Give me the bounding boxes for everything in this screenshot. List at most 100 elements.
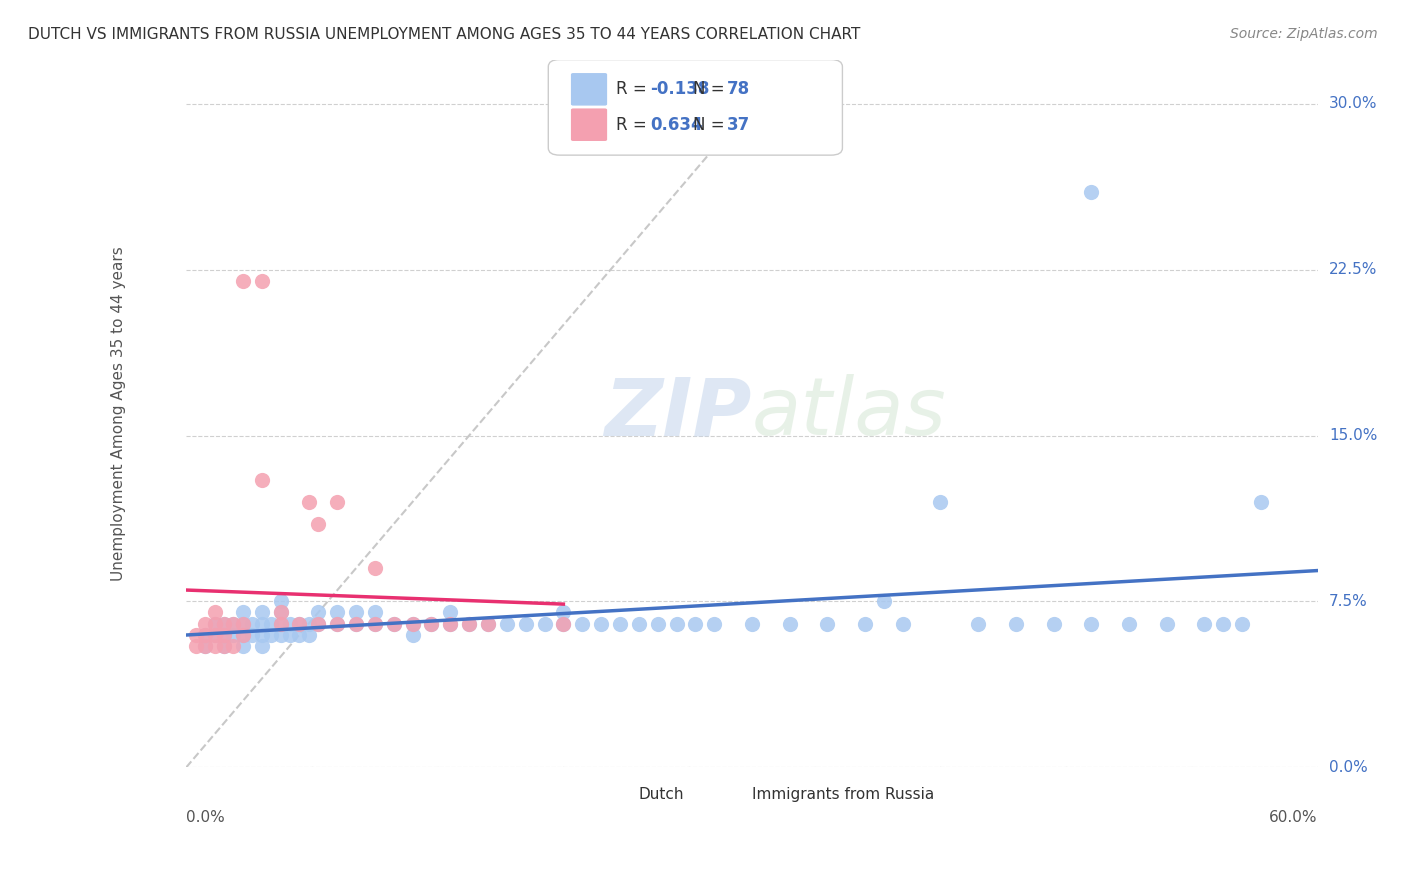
Point: [326, 495, 349, 509]
Point: [344, 616, 367, 631]
Point: [232, 627, 254, 641]
Point: [232, 606, 254, 620]
FancyBboxPatch shape: [548, 60, 842, 155]
Point: [439, 606, 461, 620]
Point: [364, 616, 387, 631]
Point: [184, 627, 207, 641]
Point: [815, 616, 838, 631]
Point: [364, 606, 387, 620]
Point: [553, 616, 575, 631]
Point: [1080, 616, 1102, 631]
Text: R =: R =: [616, 80, 652, 98]
Point: [232, 616, 254, 631]
Text: N =: N =: [693, 116, 730, 134]
Point: [270, 606, 292, 620]
Point: [204, 627, 226, 641]
Text: 30.0%: 30.0%: [1329, 96, 1378, 112]
Point: [401, 616, 423, 631]
Point: [222, 616, 245, 631]
Point: [1250, 495, 1272, 509]
Text: Dutch: Dutch: [638, 788, 685, 803]
FancyBboxPatch shape: [721, 782, 748, 807]
Point: [477, 616, 499, 631]
Text: 0.634: 0.634: [650, 116, 703, 134]
Point: [647, 616, 669, 631]
Point: [665, 616, 688, 631]
Point: [515, 616, 537, 631]
Point: [270, 627, 292, 641]
Text: Source: ZipAtlas.com: Source: ZipAtlas.com: [1230, 27, 1378, 41]
Text: 78: 78: [727, 80, 751, 98]
Point: [553, 616, 575, 631]
Text: atlas: atlas: [752, 375, 946, 452]
Point: [439, 616, 461, 631]
Point: [420, 616, 443, 631]
Point: [458, 616, 481, 631]
Point: [779, 616, 801, 631]
Point: [307, 516, 329, 531]
Text: 37: 37: [727, 116, 751, 134]
Point: [240, 616, 263, 631]
Point: [458, 616, 481, 631]
Point: [194, 639, 217, 653]
Point: [1118, 616, 1140, 631]
Text: R =: R =: [616, 116, 652, 134]
Point: [703, 616, 725, 631]
Point: [270, 616, 292, 631]
Point: [326, 606, 349, 620]
Point: [326, 616, 349, 631]
Point: [495, 616, 517, 631]
Point: [873, 594, 896, 608]
Point: [260, 616, 283, 631]
Point: [270, 594, 292, 608]
Point: [1005, 616, 1028, 631]
Point: [250, 606, 273, 620]
Point: [222, 616, 245, 631]
Point: [204, 627, 226, 641]
Point: [853, 616, 876, 631]
Point: [184, 639, 207, 653]
Point: [222, 627, 245, 641]
Point: [967, 616, 990, 631]
Point: [212, 639, 235, 653]
Point: [232, 627, 254, 641]
Point: [364, 561, 387, 575]
Point: [571, 616, 593, 631]
Text: Unemployment Among Ages 35 to 44 years: Unemployment Among Ages 35 to 44 years: [111, 246, 127, 581]
Point: [194, 616, 217, 631]
Point: [401, 627, 423, 641]
Point: [278, 627, 301, 641]
Point: [307, 616, 329, 631]
Text: -0.138: -0.138: [650, 80, 710, 98]
Text: Immigrants from Russia: Immigrants from Russia: [752, 788, 934, 803]
Point: [439, 616, 461, 631]
Point: [1212, 616, 1234, 631]
Point: [250, 639, 273, 653]
Point: [685, 616, 707, 631]
Point: [250, 473, 273, 487]
Point: [1194, 616, 1216, 631]
Point: [382, 616, 405, 631]
Point: [212, 627, 235, 641]
Point: [270, 606, 292, 620]
Point: [344, 616, 367, 631]
Text: 15.0%: 15.0%: [1329, 428, 1378, 443]
Point: [891, 616, 914, 631]
Point: [212, 616, 235, 631]
Point: [204, 616, 226, 631]
Point: [270, 616, 292, 631]
Point: [232, 616, 254, 631]
Point: [194, 639, 217, 653]
Point: [382, 616, 405, 631]
Point: [609, 616, 631, 631]
Text: N =: N =: [693, 80, 730, 98]
Text: 22.5%: 22.5%: [1329, 262, 1378, 277]
FancyBboxPatch shape: [609, 782, 636, 807]
Point: [232, 639, 254, 653]
Point: [194, 627, 217, 641]
Point: [250, 627, 273, 641]
Point: [212, 616, 235, 631]
Point: [420, 616, 443, 631]
Text: 0.0%: 0.0%: [187, 810, 225, 825]
Point: [627, 616, 650, 631]
